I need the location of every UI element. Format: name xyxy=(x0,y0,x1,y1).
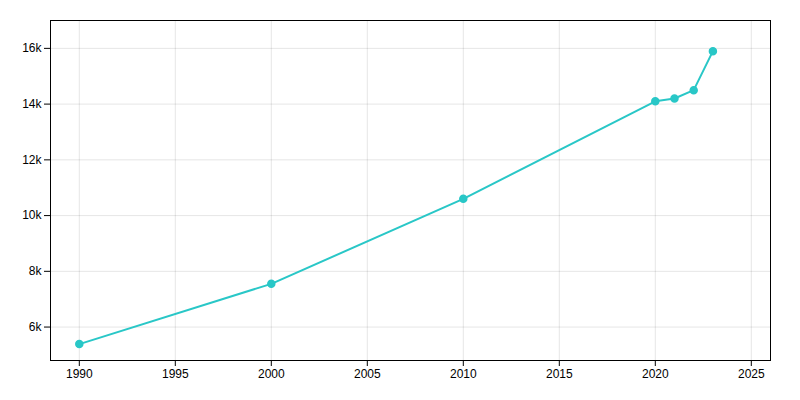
svg-text:1990: 1990 xyxy=(66,367,93,381)
svg-text:2000: 2000 xyxy=(258,367,285,381)
svg-text:12k: 12k xyxy=(22,153,42,167)
svg-text:10k: 10k xyxy=(22,208,42,222)
svg-text:2005: 2005 xyxy=(354,367,381,381)
svg-text:6k: 6k xyxy=(29,320,43,334)
svg-text:2010: 2010 xyxy=(450,367,477,381)
svg-text:2020: 2020 xyxy=(642,367,669,381)
svg-text:14k: 14k xyxy=(22,97,42,111)
svg-text:8k: 8k xyxy=(29,264,43,278)
svg-text:2025: 2025 xyxy=(738,367,765,381)
svg-text:2015: 2015 xyxy=(546,367,573,381)
svg-text:16k: 16k xyxy=(22,41,42,55)
svg-text:1995: 1995 xyxy=(162,367,189,381)
